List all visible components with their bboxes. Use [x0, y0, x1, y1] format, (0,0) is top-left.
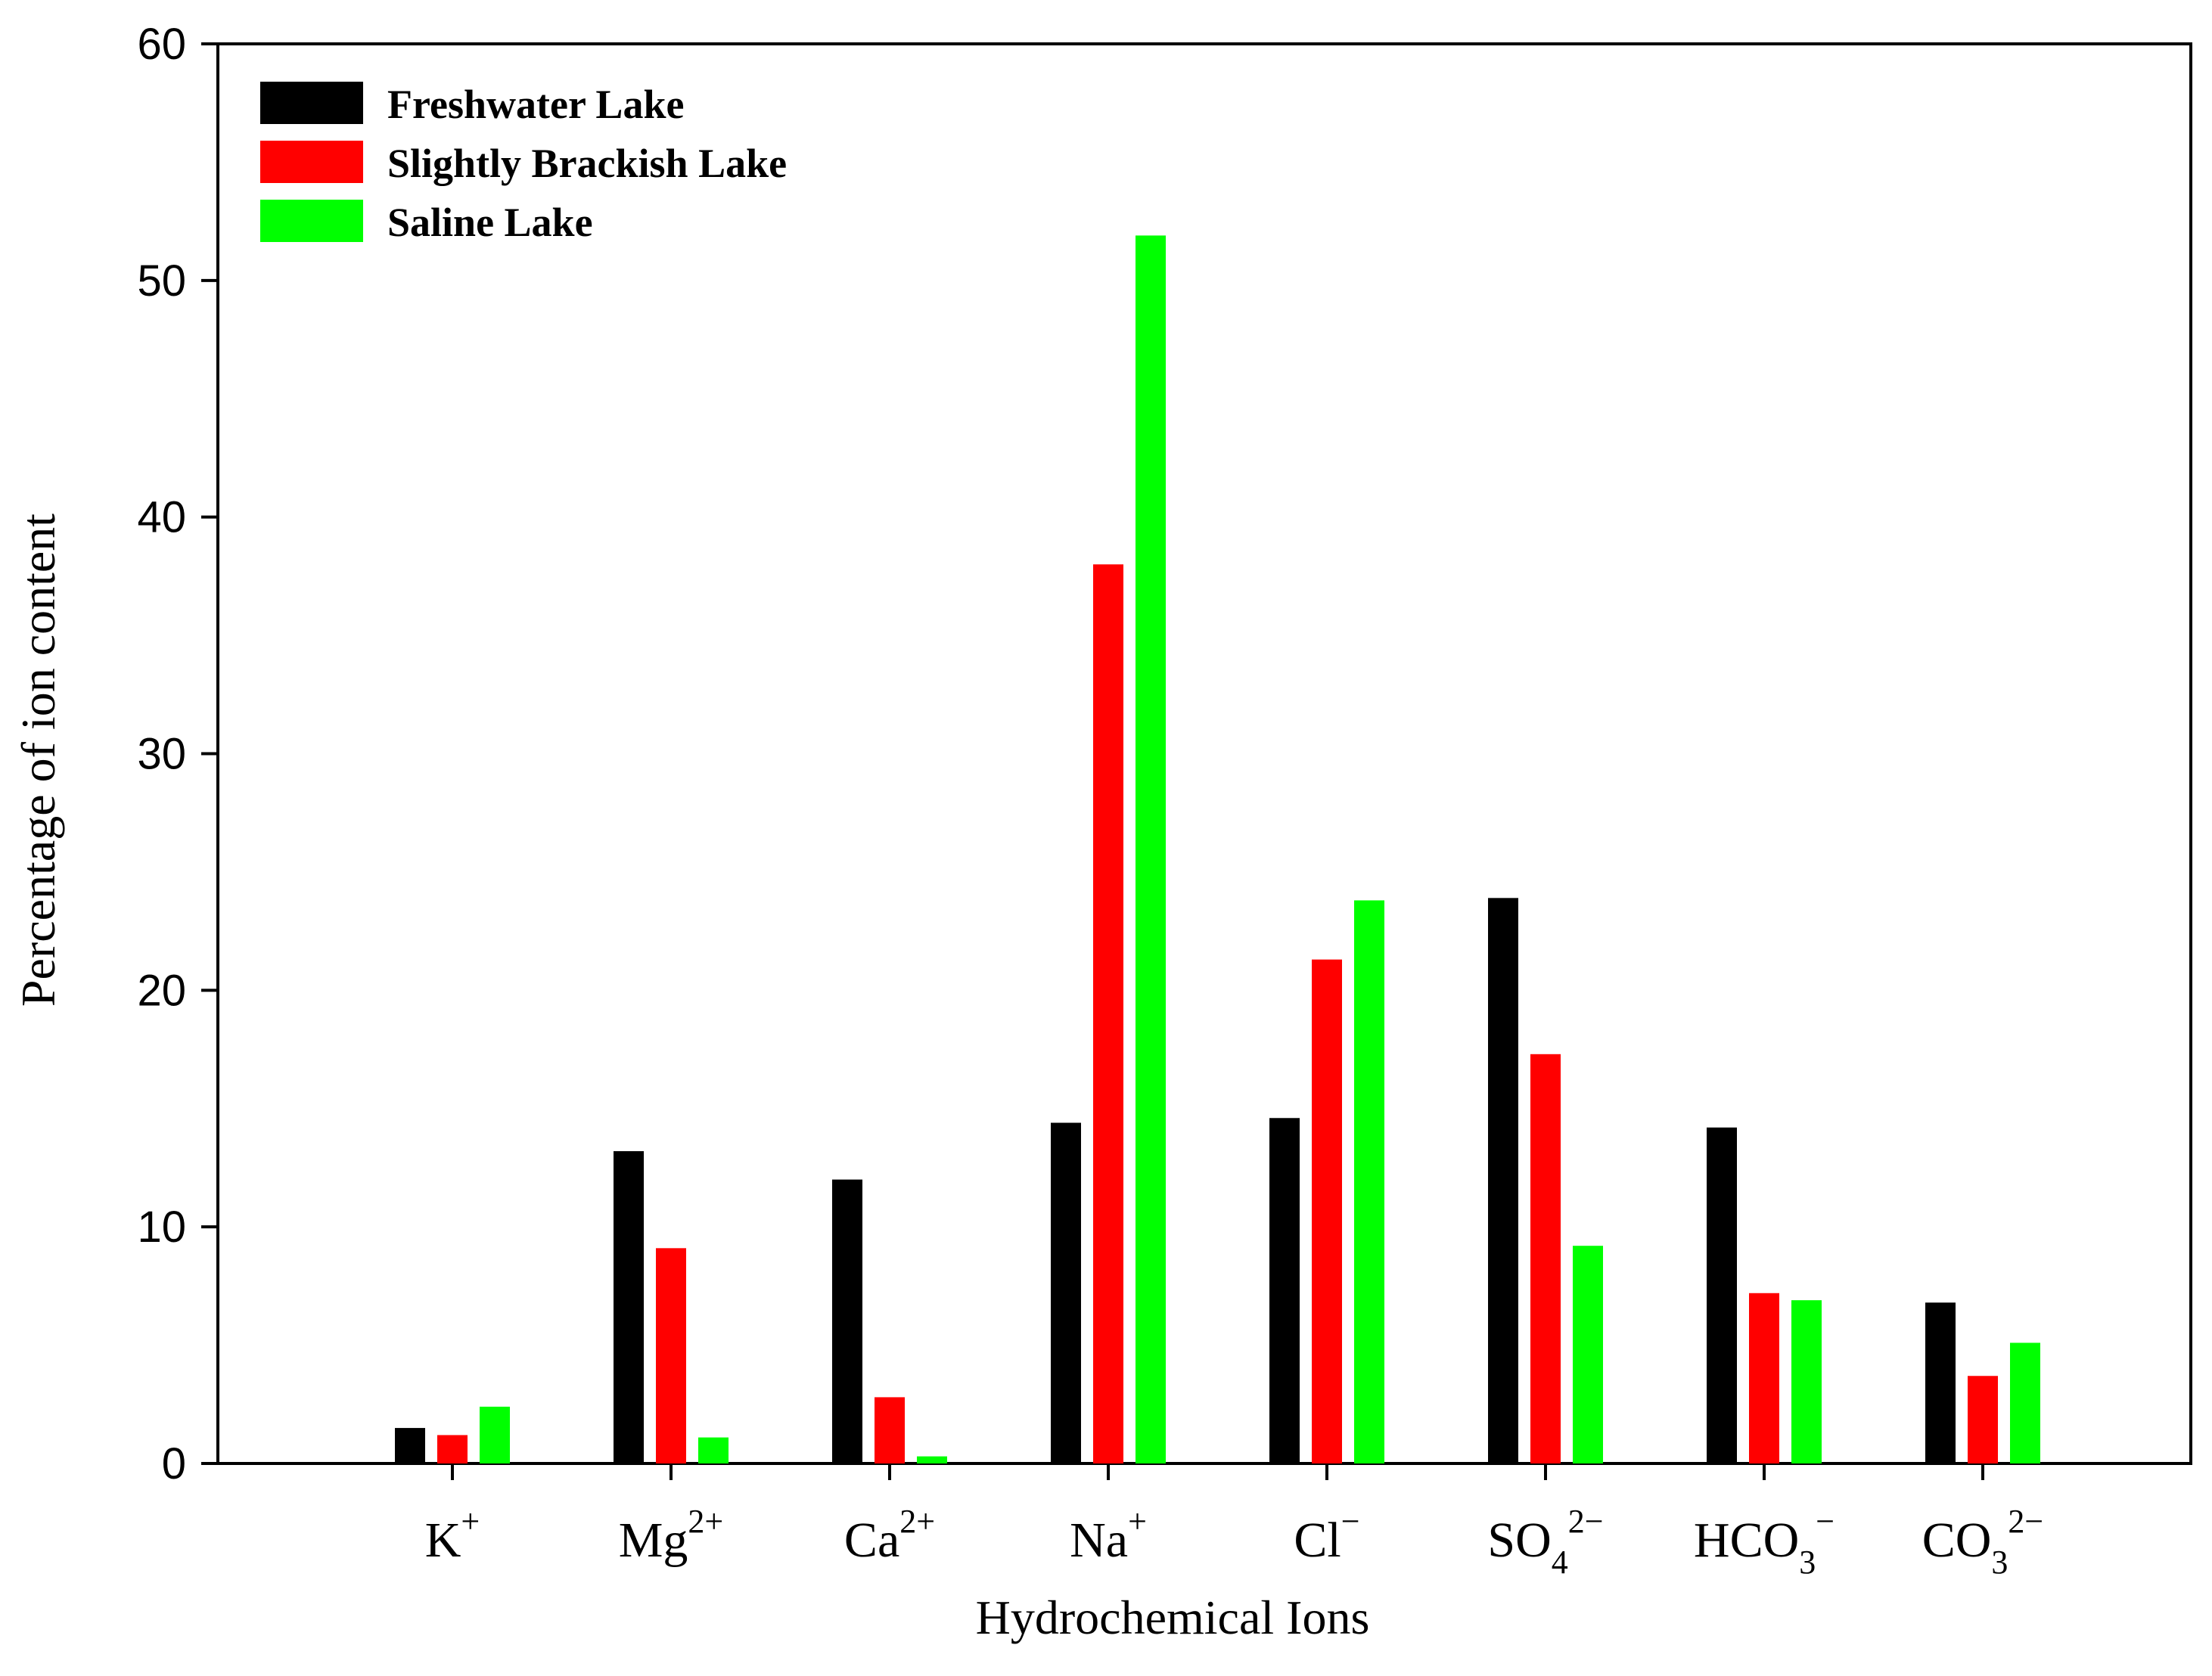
bar-saline-lake	[2010, 1342, 2040, 1463]
x-tick-label: Ca2+	[844, 1503, 935, 1568]
bar-freshwater-lake	[1488, 898, 1518, 1463]
bar-freshwater-lake	[1925, 1302, 1956, 1463]
bar-freshwater-lake	[1269, 1118, 1300, 1463]
y-tick-label: 60	[137, 20, 186, 69]
y-tick-label: 0	[162, 1439, 186, 1488]
x-tick-label: CO32−	[1922, 1503, 2044, 1581]
bars-group	[395, 235, 2040, 1463]
legend-label: Freshwater Lake	[387, 82, 684, 127]
y-axis: 0 10 20 30 40 50 60	[137, 20, 218, 1488]
y-tick-label: 20	[137, 966, 186, 1015]
legend-swatch	[260, 200, 363, 242]
bar-saline-lake	[1354, 900, 1384, 1463]
x-axis-label: Hydrochemical Ions	[976, 1591, 1370, 1644]
x-tick-label: K+	[425, 1503, 480, 1568]
legend-swatch	[260, 82, 363, 124]
bar-slightly-brackish-lake	[1968, 1376, 1998, 1463]
bar-saline-lake	[1573, 1246, 1603, 1463]
legend-swatch	[260, 141, 363, 183]
y-axis-label: Percentage of ion content	[11, 514, 65, 1007]
bar-freshwater-lake	[1707, 1127, 1737, 1463]
y-tick-label: 30	[137, 730, 186, 779]
bar-freshwater-lake	[614, 1151, 644, 1463]
bar-slightly-brackish-lake	[656, 1248, 686, 1463]
bar-freshwater-lake	[395, 1428, 425, 1463]
x-tick-label: SO42−	[1487, 1503, 1603, 1581]
bar-saline-lake	[698, 1437, 729, 1463]
plot-frame	[216, 42, 2192, 1465]
x-tick-label: HCO3−	[1694, 1503, 1835, 1581]
bar-slightly-brackish-lake	[437, 1435, 468, 1463]
y-tick-label: 50	[137, 256, 186, 306]
x-axis: K+ Mg2+ Ca2+ Na+ Cl− SO42− HCO3− CO32−	[425, 1463, 2044, 1581]
legend-label: Saline Lake	[387, 200, 593, 245]
bar-slightly-brackish-lake	[1093, 564, 1123, 1463]
legend: Freshwater Lake Slightly Brackish Lake Sal…	[260, 82, 787, 245]
bar-saline-lake	[1791, 1300, 1822, 1463]
bar-slightly-brackish-lake	[1530, 1054, 1561, 1463]
bar-slightly-brackish-lake	[875, 1397, 905, 1463]
x-tick-label: Mg2+	[619, 1503, 724, 1568]
bar-freshwater-lake	[832, 1179, 862, 1463]
y-tick-label: 40	[137, 493, 186, 542]
y-tick-label: 10	[137, 1203, 186, 1252]
bar-saline-lake	[917, 1456, 947, 1463]
bar-saline-lake	[1136, 235, 1166, 1463]
legend-label: Slightly Brackish Lake	[387, 141, 787, 186]
bar-slightly-brackish-lake	[1749, 1293, 1779, 1463]
x-tick-label: Cl−	[1294, 1503, 1359, 1568]
x-tick-label: Na+	[1070, 1503, 1147, 1568]
bar-saline-lake	[480, 1406, 510, 1463]
bar-slightly-brackish-lake	[1312, 959, 1342, 1463]
bar-freshwater-lake	[1051, 1122, 1081, 1463]
